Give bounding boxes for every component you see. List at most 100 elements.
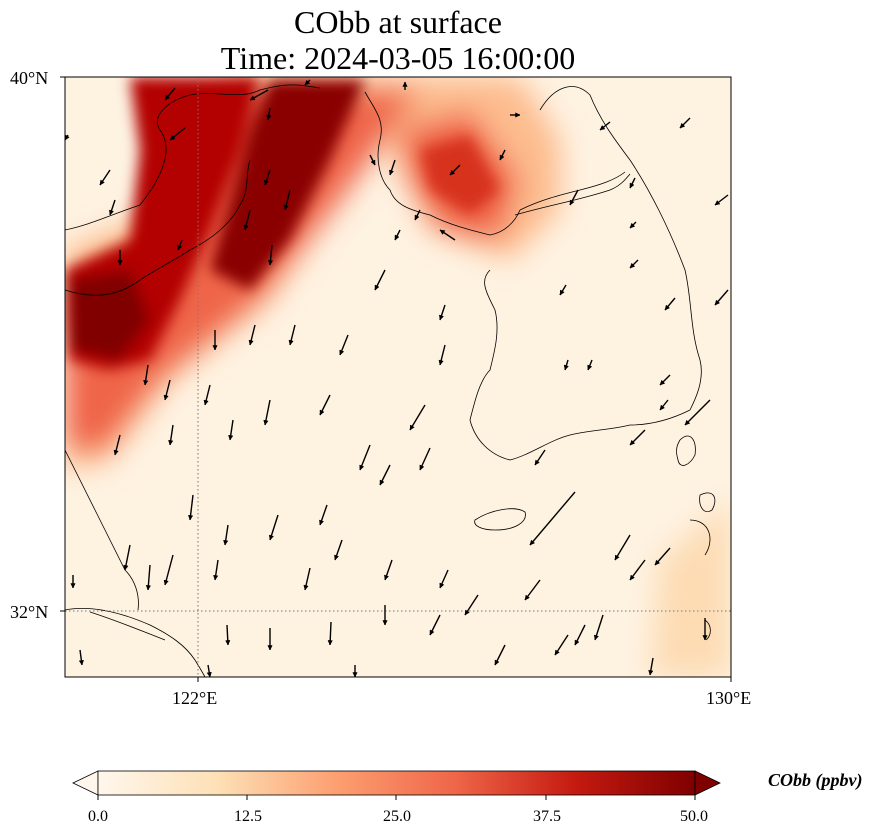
- wind-arrowhead: [109, 209, 114, 216]
- map-subtitle-time: Time: 2024-03-05 16:00:00: [220, 40, 576, 76]
- wind-arrowhead: [409, 424, 415, 431]
- wind-arrowhead: [629, 262, 636, 269]
- wind-arrowhead: [554, 649, 560, 656]
- wind-arrowhead: [439, 314, 444, 321]
- wind-arrowhead: [515, 112, 521, 118]
- wind-arrowhead: [206, 671, 212, 677]
- wind-arrowhead: [659, 404, 665, 411]
- colorbar-tick-3: 37.5: [533, 808, 561, 825]
- wind-arrowhead: [145, 585, 151, 591]
- lon-tick-130: 130°E: [706, 688, 752, 708]
- wind-arrowhead: [684, 419, 691, 426]
- wind-arrowhead: [327, 640, 333, 646]
- wind-arrowhead: [123, 564, 129, 571]
- wind-arrowhead: [319, 519, 325, 526]
- wind-arrowhead: [402, 81, 408, 87]
- colorbar-tick-4: 50.0: [680, 808, 708, 825]
- wind-arrowhead: [78, 659, 84, 666]
- lat-tick-40: 40°N: [10, 68, 49, 88]
- wind-arrowhead: [414, 214, 420, 221]
- wind-arrowhead: [464, 609, 470, 616]
- wind-arrowhead: [370, 159, 376, 166]
- gridlines: [65, 77, 731, 677]
- wind-arrowhead: [168, 439, 174, 446]
- wind-arrowhead: [593, 634, 599, 641]
- wind-arrowhead: [283, 204, 289, 211]
- wind-arrow: [684, 399, 711, 426]
- wind-arrowhead: [382, 620, 388, 626]
- colorbar-tick-1: 12.5: [234, 808, 262, 825]
- wind-arrowhead: [439, 229, 446, 235]
- map-frame: [64, 76, 732, 678]
- wind-arrowhead: [587, 364, 593, 371]
- wind-arrowhead: [288, 339, 294, 346]
- wind-arrowhead: [213, 574, 219, 581]
- plume-core: [65, 77, 500, 370]
- wind-arrowhead: [714, 200, 721, 206]
- wind-arrowhead: [319, 409, 325, 416]
- lon-tick-122: 122°E: [172, 688, 218, 708]
- wind-arrowhead: [599, 125, 606, 131]
- wind-arrowhead: [384, 574, 390, 581]
- wind-arrowhead: [334, 554, 340, 561]
- wind-arrowhead: [177, 244, 183, 251]
- wind-arrowhead: [268, 534, 274, 541]
- wind-arrowhead: [534, 459, 540, 466]
- wind-arrowhead: [187, 514, 194, 521]
- wind-arrowhead: [99, 179, 105, 186]
- wind-arrow: [614, 534, 631, 561]
- wind-arrowhead: [266, 114, 272, 121]
- wind-arrowhead: [264, 179, 269, 186]
- wind-arrowhead: [225, 640, 231, 646]
- wind-arrowhead: [163, 394, 169, 401]
- wind-arrowhead: [228, 434, 234, 441]
- wind-arrowhead: [438, 359, 444, 366]
- wind-arrowhead: [169, 135, 176, 141]
- wind-arrowhead: [374, 284, 380, 291]
- wind-arrowhead: [304, 79, 311, 86]
- wind-arrowhead: [524, 594, 530, 601]
- wind-arrowhead: [529, 539, 536, 546]
- wind-arrowhead: [163, 579, 169, 586]
- wind-arrowhead: [629, 574, 635, 581]
- wind-arrowhead: [559, 289, 565, 296]
- wind-arrowhead: [223, 539, 229, 546]
- wind-arrowhead: [389, 169, 394, 176]
- wind-arrowhead: [117, 260, 123, 266]
- wind-arrowhead: [359, 464, 365, 471]
- wind-arrowhead: [494, 659, 500, 666]
- wind-arrowhead: [143, 379, 149, 386]
- wind-arrowhead: [303, 584, 309, 591]
- wind-arrowhead: [563, 364, 569, 371]
- wind-arrowhead: [679, 122, 686, 129]
- map-title: CObb at surface: [294, 4, 502, 40]
- wind-arrowhead: [629, 222, 636, 229]
- wind-arrowhead: [263, 419, 269, 426]
- wind-arrowhead: [394, 234, 400, 241]
- wind-arrowhead: [267, 645, 273, 651]
- wind-arrowhead: [702, 635, 708, 641]
- colorbar-tick-2: 25.0: [383, 808, 411, 825]
- wind-arrowhead: [164, 94, 171, 101]
- wind-arrowhead: [70, 583, 76, 589]
- wind-arrowhead: [629, 439, 636, 446]
- wind-arrowhead: [714, 299, 721, 306]
- wind-arrowhead: [212, 345, 218, 351]
- wind-arrow: [164, 554, 174, 586]
- wind-arrowhead: [614, 554, 620, 561]
- axis-ticks: [60, 76, 732, 682]
- map-plot-area: [65, 77, 731, 677]
- wind-arrowhead: [113, 449, 119, 456]
- wind-arrowhead: [243, 224, 249, 231]
- wind-arrowhead: [449, 169, 456, 176]
- wind-arrowhead: [248, 339, 254, 346]
- wind-arrowhead: [419, 464, 425, 471]
- wind-arrowhead: [429, 629, 435, 636]
- wind-arrowhead: [629, 182, 635, 189]
- wind-arrowhead: [574, 639, 580, 646]
- wind-arrowhead: [648, 669, 654, 676]
- wind-arrowhead: [249, 95, 256, 101]
- lat-tick-32: 32°N: [10, 602, 49, 622]
- colorbar: [72, 770, 721, 800]
